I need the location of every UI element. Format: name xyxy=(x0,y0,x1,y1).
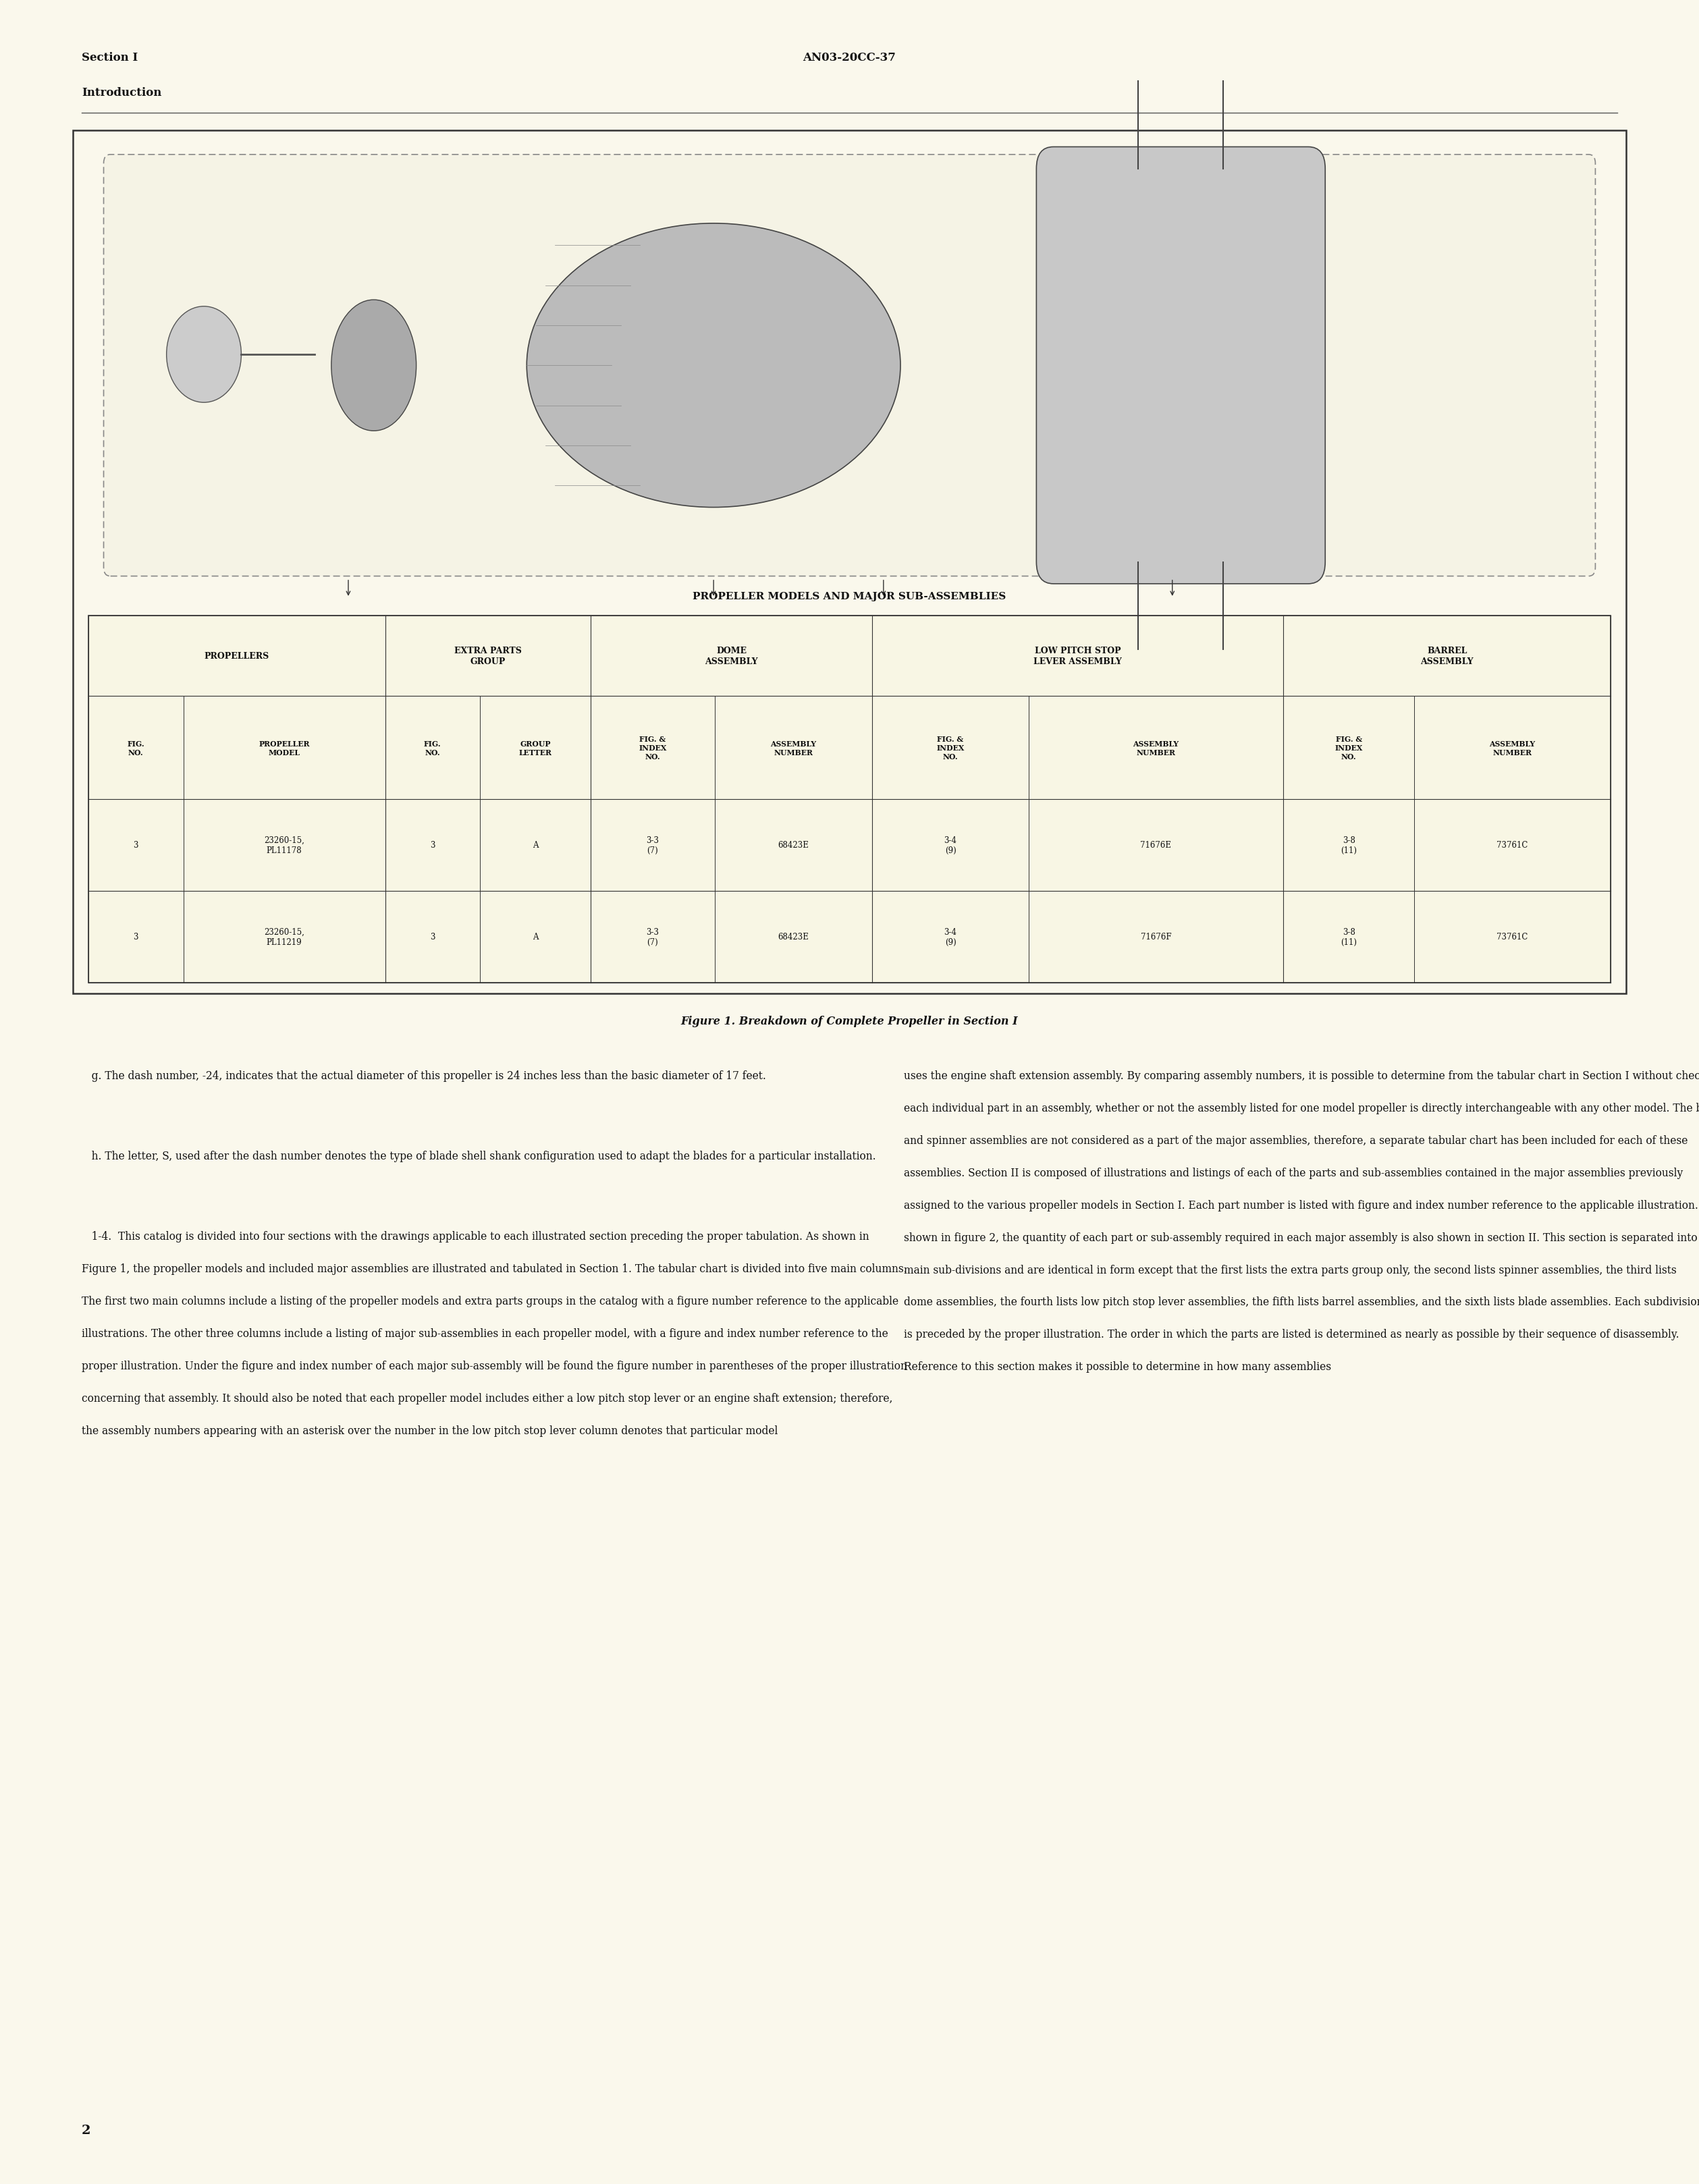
Text: 3: 3 xyxy=(133,933,138,941)
Bar xyxy=(88,616,1611,983)
Text: BARREL
ASSEMBLY: BARREL ASSEMBLY xyxy=(1420,646,1473,666)
Text: PROPELLER MODELS AND MAJOR SUB-ASSEMBLIES: PROPELLER MODELS AND MAJOR SUB-ASSEMBLIE… xyxy=(693,592,1006,601)
Text: Figure 1, the propeller models and included major assemblies are illustrated and: Figure 1, the propeller models and inclu… xyxy=(82,1262,907,1275)
Text: 3-4
(9): 3-4 (9) xyxy=(945,836,957,854)
Text: AN03-20CC-37: AN03-20CC-37 xyxy=(804,52,895,63)
Text: LOW PITCH STOP
LEVER ASSEMBLY: LOW PITCH STOP LEVER ASSEMBLY xyxy=(1033,646,1121,666)
Text: Introduction: Introduction xyxy=(82,87,161,98)
Text: 3: 3 xyxy=(133,841,138,850)
Text: g. The dash number, -24, indicates that the actual diameter of this propeller is: g. The dash number, -24, indicates that … xyxy=(82,1070,766,1081)
Text: 3-8
(11): 3-8 (11) xyxy=(1341,836,1358,854)
Text: 3-3
(7): 3-3 (7) xyxy=(646,836,659,854)
Text: 71676F: 71676F xyxy=(1140,933,1171,941)
Text: concerning that assembly. It should also be noted that each propeller model incl: concerning that assembly. It should also… xyxy=(82,1393,892,1404)
Text: ASSEMBLY
NUMBER: ASSEMBLY NUMBER xyxy=(1490,740,1536,756)
Text: 3: 3 xyxy=(430,841,435,850)
Text: each individual part in an assembly, whether or not the assembly listed for one : each individual part in an assembly, whe… xyxy=(904,1103,1699,1114)
Text: proper illustration. Under the figure and index number of each major sub-assembl: proper illustration. Under the figure an… xyxy=(82,1361,907,1372)
Text: EXTRA PARTS
GROUP: EXTRA PARTS GROUP xyxy=(454,646,522,666)
Text: 23260-15,
PL11219: 23260-15, PL11219 xyxy=(263,928,304,946)
Circle shape xyxy=(167,306,241,402)
Text: ASSEMBLY
NUMBER: ASSEMBLY NUMBER xyxy=(770,740,817,756)
Text: 23260-15,
PL11178: 23260-15, PL11178 xyxy=(263,836,304,854)
Ellipse shape xyxy=(331,299,416,430)
Text: 3-4
(9): 3-4 (9) xyxy=(945,928,957,946)
FancyBboxPatch shape xyxy=(104,155,1595,577)
Text: 68423E: 68423E xyxy=(778,933,809,941)
Text: 3: 3 xyxy=(430,933,435,941)
Text: assigned to the various propeller models in Section I. Each part number is liste: assigned to the various propeller models… xyxy=(904,1199,1699,1210)
Text: 3-3
(7): 3-3 (7) xyxy=(646,928,659,946)
Text: 71676E: 71676E xyxy=(1140,841,1172,850)
Text: ASSEMBLY
NUMBER: ASSEMBLY NUMBER xyxy=(1133,740,1179,756)
Text: FIG. &
INDEX
NO.: FIG. & INDEX NO. xyxy=(1335,736,1363,760)
Text: 73761C: 73761C xyxy=(1497,841,1527,850)
Text: PROPELLERS: PROPELLERS xyxy=(204,651,268,660)
Text: 1-4.  This catalog is divided into four sections with the drawings applicable to: 1-4. This catalog is divided into four s… xyxy=(82,1232,868,1243)
Text: A: A xyxy=(532,933,539,941)
Text: 2: 2 xyxy=(82,2123,90,2136)
Text: DOME
ASSEMBLY: DOME ASSEMBLY xyxy=(705,646,758,666)
Text: 68423E: 68423E xyxy=(778,841,809,850)
Text: and spinner assemblies are not considered as a part of the major assemblies, the: and spinner assemblies are not considere… xyxy=(904,1136,1687,1147)
Ellipse shape xyxy=(527,223,900,507)
Text: 73761C: 73761C xyxy=(1497,933,1527,941)
Text: Reference to this section makes it possible to determine in how many assemblies: Reference to this section makes it possi… xyxy=(904,1361,1332,1372)
Text: GROUP
LETTER: GROUP LETTER xyxy=(518,740,552,756)
Text: FIG. &
INDEX
NO.: FIG. & INDEX NO. xyxy=(639,736,666,760)
Bar xyxy=(73,131,1626,994)
Text: h. The letter, S, used after the dash number denotes the type of blade shell sha: h. The letter, S, used after the dash nu… xyxy=(82,1151,875,1162)
Text: the assembly numbers appearing with an asterisk over the number in the low pitch: the assembly numbers appearing with an a… xyxy=(82,1424,778,1437)
Text: PROPELLER
MODEL: PROPELLER MODEL xyxy=(258,740,309,756)
Text: assemblies. Section II is composed of illustrations and listings of each of the : assemblies. Section II is composed of il… xyxy=(904,1166,1684,1179)
Text: FIG.
NO.: FIG. NO. xyxy=(423,740,442,756)
Text: 3-8
(11): 3-8 (11) xyxy=(1341,928,1358,946)
Text: A: A xyxy=(532,841,539,850)
FancyBboxPatch shape xyxy=(1036,146,1325,583)
Text: uses the engine shaft extension assembly. By comparing assembly numbers, it is p: uses the engine shaft extension assembly… xyxy=(904,1070,1699,1081)
Text: FIG.
NO.: FIG. NO. xyxy=(127,740,144,756)
Text: shown in figure 2, the quantity of each part or sub-assembly required in each ma: shown in figure 2, the quantity of each … xyxy=(904,1232,1699,1243)
Text: FIG. &
INDEX
NO.: FIG. & INDEX NO. xyxy=(936,736,965,760)
Text: illustrations. The other three columns include a listing of major sub-assemblies: illustrations. The other three columns i… xyxy=(82,1328,889,1339)
Text: dome assemblies, the fourth lists low pitch stop lever assemblies, the fifth lis: dome assemblies, the fourth lists low pi… xyxy=(904,1297,1699,1308)
Text: The first two main columns include a listing of the propeller models and extra p: The first two main columns include a lis… xyxy=(82,1295,899,1306)
Text: Section I: Section I xyxy=(82,52,138,63)
Text: is preceded by the proper illustration. The order in which the parts are listed : is preceded by the proper illustration. … xyxy=(904,1328,1679,1341)
Text: Figure 1. Breakdown of Complete Propeller in Section I: Figure 1. Breakdown of Complete Propelle… xyxy=(681,1016,1018,1026)
Text: main sub-divisions and are identical in form except that the first lists the ext: main sub-divisions and are identical in … xyxy=(904,1265,1677,1275)
